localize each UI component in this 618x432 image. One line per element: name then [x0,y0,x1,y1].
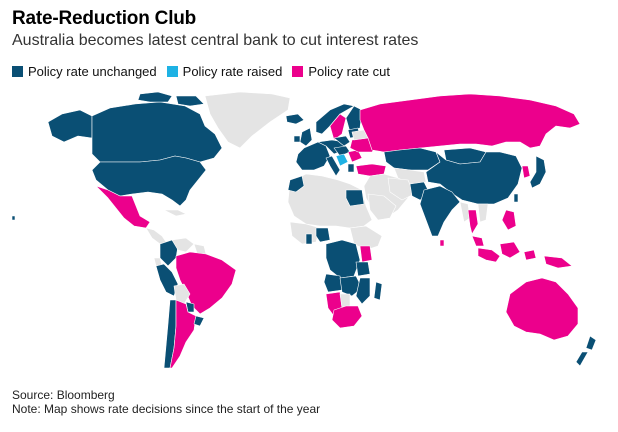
korea [521,165,531,179]
north-africa [287,173,373,229]
australia [505,277,579,341]
new-zealand-south [575,351,589,367]
legend-swatch-cut [292,66,304,77]
bolivia [173,283,191,305]
new-zealand [585,335,597,351]
indonesia [477,247,501,263]
alaska [47,109,93,143]
iceland [285,113,305,125]
world-map [11,91,597,369]
madagascar [373,281,383,301]
india [419,185,461,237]
morocco [287,175,305,193]
legend-item-unchanged: Policy rate unchanged [12,64,157,79]
chart-subtitle: Australia becomes latest central bank to… [12,32,419,49]
canada-islands [137,91,173,103]
legend-label-unchanged: Policy rate unchanged [28,64,157,79]
venezuela [171,237,195,253]
south-africa [331,305,363,329]
ghana [305,233,313,245]
central-africa [325,239,361,279]
legend-swatch-raised [166,66,178,77]
iran [387,177,415,201]
hawaii [11,215,16,221]
angola [323,273,343,293]
balkans [335,153,349,167]
canada [91,101,223,163]
sri-lanka [439,239,445,247]
tanzania [355,261,371,277]
legend-label-cut: Policy rate cut [308,64,391,79]
footer: Source: Bloomberg Note: Map shows rate d… [12,388,320,416]
greece [347,163,355,173]
thailand [467,209,479,235]
saudi-arabia [367,193,397,221]
philippines [501,209,517,231]
mozambique [355,277,371,305]
west-africa [289,221,321,245]
cuba [163,209,187,217]
vietnam [477,203,489,223]
indonesia-2 [499,241,521,259]
central-america [145,227,167,245]
egypt [345,189,365,207]
legend-label-raised: Policy rate raised [182,64,283,79]
mexico [95,185,151,229]
italy [325,155,341,177]
finland [345,105,363,133]
legend-item-raised: Policy rate raised [166,64,283,79]
papua [543,255,573,269]
taiwan [513,193,519,203]
chart-title: Rate-Reduction Club [12,8,197,29]
sweden [329,113,347,141]
indonesia-3 [523,249,537,261]
argentina [169,299,197,369]
greenland [204,91,291,149]
kazakhstan [383,147,441,171]
legend-swatch-unchanged [12,66,23,77]
legend-item-cut: Policy rate cut [292,64,390,79]
japan [529,155,547,189]
uruguay [193,315,205,327]
malaysia [471,235,485,247]
legend: Policy rate unchanged Policy rate raised… [12,64,400,79]
map-note: Note: Map shows rate decisions since the… [12,402,321,416]
eurozone-west [295,141,331,171]
poland [333,135,351,147]
brazil [175,251,237,315]
canada-islands-2 [175,95,205,107]
uk [299,127,313,147]
ireland [293,135,301,143]
nigeria [315,227,331,243]
kenya [359,245,373,263]
russia [359,93,581,153]
source-note: Source: Bloomberg [12,388,115,402]
